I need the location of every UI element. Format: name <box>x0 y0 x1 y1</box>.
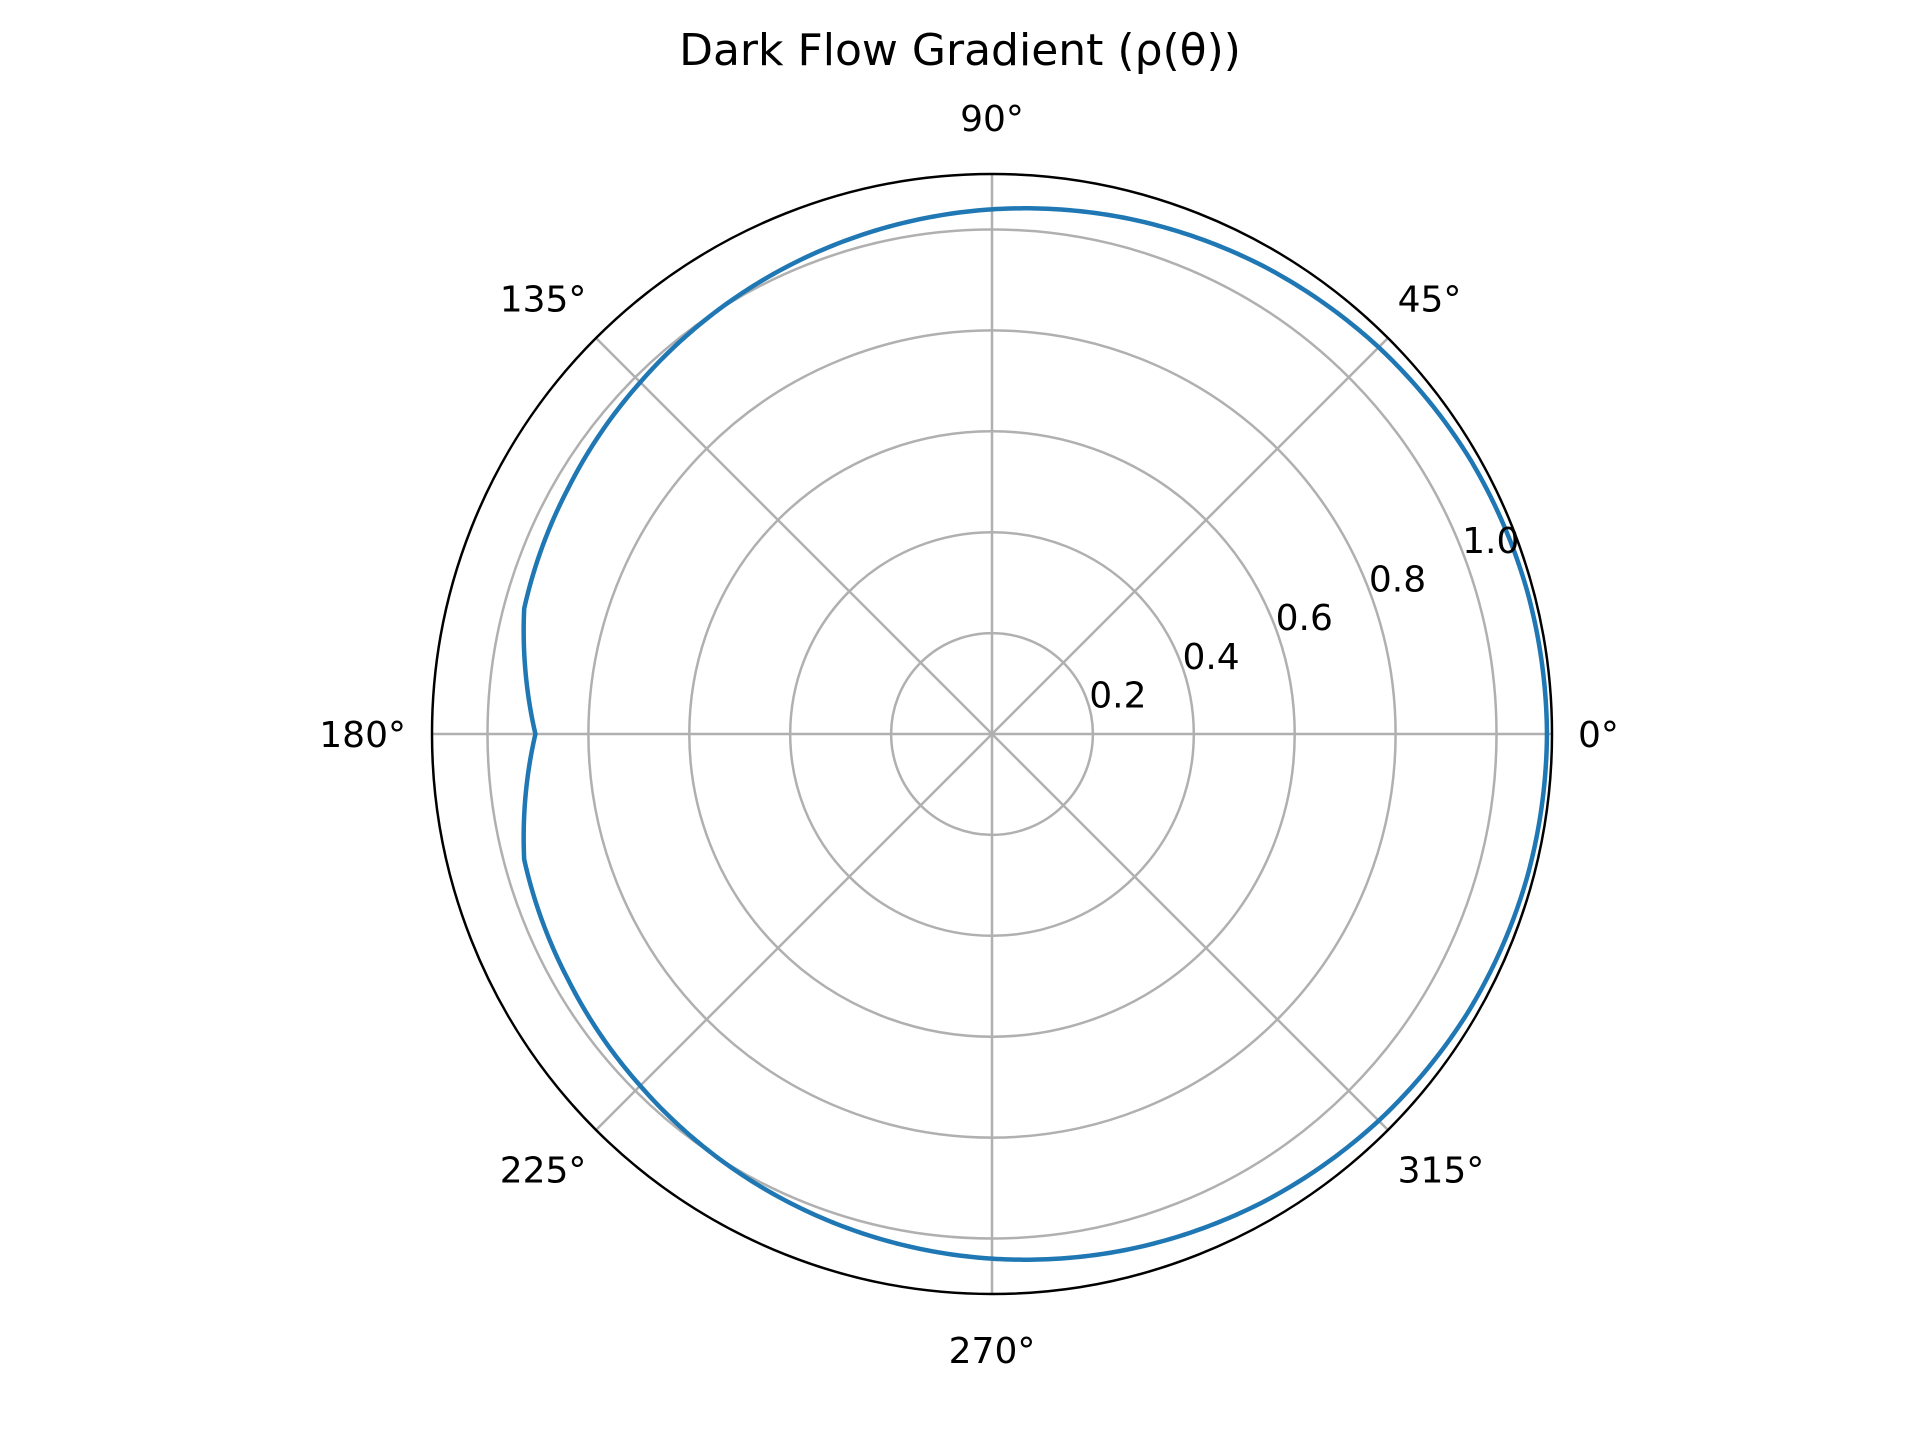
series-line-1 <box>521 206 1550 1262</box>
angle-tick-label-225: 225° <box>500 1151 587 1192</box>
grid-spoke-315 <box>991 733 1389 1131</box>
radial-tick-label-1.0: 1.0 <box>1462 521 1519 562</box>
polar-grid <box>432 174 1552 1294</box>
radial-tick-label-0.8: 0.8 <box>1369 560 1426 601</box>
chart-title: Dark Flow Gradient (ρ(θ)) <box>679 25 1241 76</box>
polar-frame <box>430 172 1554 1296</box>
grid-spoke-45 <box>991 337 1389 735</box>
angle-tick-label-315: 315° <box>1398 1151 1485 1192</box>
series-layer <box>521 206 1550 1262</box>
radial-tick-labels: 0.2 0.4 0.6 0.8 1.0 <box>1089 521 1519 716</box>
radial-tick-label-0.2: 0.2 <box>1089 675 1146 716</box>
outer-frame-circle <box>430 172 1554 1296</box>
angle-tick-label-45: 45° <box>1398 279 1462 320</box>
radial-tick-label-0.6: 0.6 <box>1276 598 1333 639</box>
grid-spoke-135 <box>595 337 993 735</box>
angle-tick-label-0: 0° <box>1578 715 1619 756</box>
angle-tick-label-135: 135° <box>500 279 587 320</box>
grid-spoke-225 <box>595 733 993 1131</box>
angle-tick-label-180: 180° <box>319 715 406 756</box>
angle-tick-labels: 0° 45° 90° 135° 180° 225° 270° 315° <box>319 99 1619 1372</box>
angle-tick-label-270: 270° <box>949 1331 1036 1372</box>
radial-tick-label-0.4: 0.4 <box>1182 637 1239 678</box>
angle-tick-label-90: 90° <box>960 99 1024 140</box>
